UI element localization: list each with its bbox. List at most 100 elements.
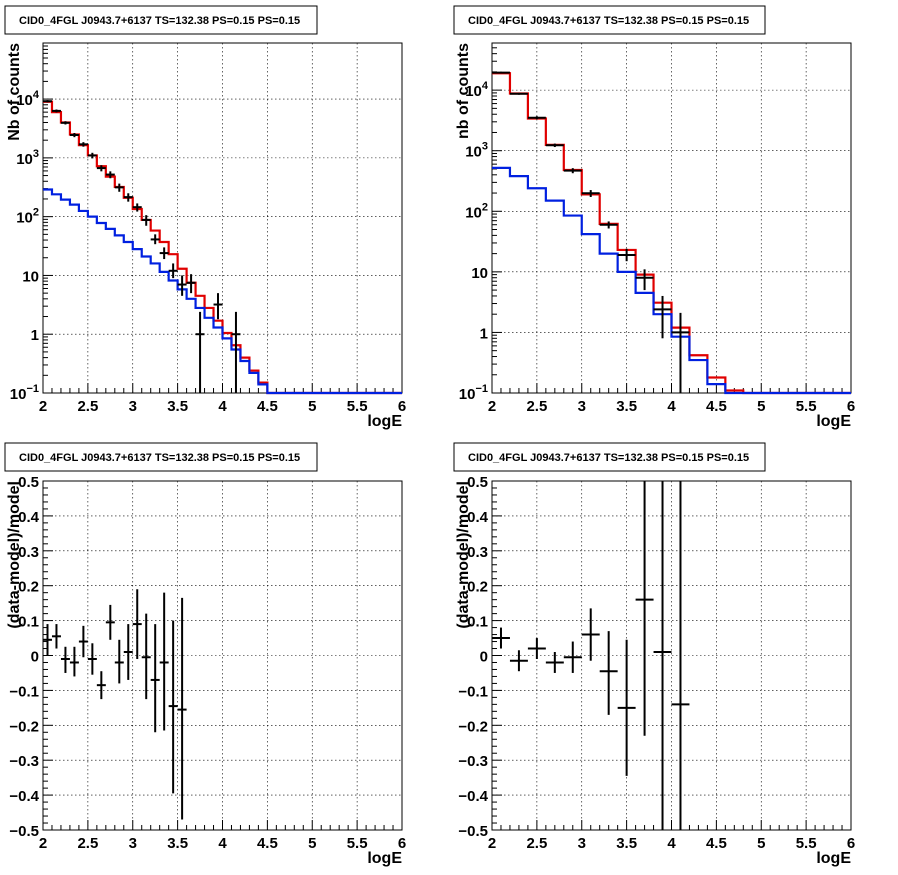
x-tick-label: 3.5 [616, 835, 637, 852]
data-point [527, 116, 546, 120]
data-point [159, 592, 169, 731]
y-tick-label: 10−1 [10, 383, 39, 403]
data-point [599, 221, 618, 229]
chart-title: CID0_4FGL J0943.7+6137 TS=132.38 PS=0.15… [19, 15, 300, 27]
data-point [653, 481, 672, 830]
y-tick-label: −0.1 [9, 683, 39, 700]
data-point [213, 293, 223, 320]
x-tick-label: 5.5 [347, 835, 368, 852]
title-box [453, 5, 766, 35]
data-point [492, 71, 510, 74]
y-tick-label: 10 [471, 265, 488, 282]
x-axis-title: logE [367, 850, 402, 867]
chart-title: CID0_4FGL J0943.7+6137 TS=132.38 PS=0.15… [468, 452, 749, 464]
y-tick-label: 1 [480, 325, 488, 342]
x-tick-label: 6 [847, 398, 855, 415]
x-tick-label: 2 [39, 398, 47, 415]
x-tick-label: 4.5 [706, 398, 727, 415]
y-tick-label: 0.5 [18, 474, 39, 491]
x-tick-label: 5.5 [796, 835, 817, 852]
data-point [509, 650, 528, 672]
data-point [132, 589, 142, 659]
x-axis-title: logE [816, 850, 851, 867]
model-source-line [492, 166, 851, 395]
panel-counts-left: CID0_4FGL J0943.7+6137 TS=132.38 PS=0.15… [4, 5, 406, 430]
x-tick-label: 5 [757, 835, 765, 852]
data-point [114, 639, 124, 684]
y-tick-label: −0.2 [458, 718, 488, 735]
data-point [78, 142, 88, 147]
x-axis-title: logE [816, 413, 851, 430]
y-tick-label: −0.4 [9, 788, 39, 805]
panel-residuals-left: CID0_4FGL J0943.7+6137 TS=132.38 PS=0.15… [4, 442, 406, 867]
x-tick-label: 4 [218, 398, 227, 415]
x-tick-label: 2.5 [77, 835, 98, 852]
data-point [635, 269, 654, 291]
x-tick-label: 2 [488, 835, 496, 852]
data-point [545, 143, 564, 148]
title-box [453, 442, 766, 472]
data-point [653, 295, 672, 339]
data-point [231, 311, 241, 393]
data-point [186, 274, 196, 294]
x-tick-label: 3 [129, 398, 137, 415]
x-tick-label: 4.5 [257, 398, 278, 415]
y-axis-title: (data-model)/model [455, 481, 472, 629]
data-point [617, 248, 636, 262]
data-point [51, 624, 61, 649]
y-tick-label: −0.5 [9, 823, 39, 840]
y-tick-label: −0.5 [458, 823, 488, 840]
data-point [96, 671, 106, 700]
x-tick-label: 4.5 [706, 835, 727, 852]
y-axis-title: Nb of counts [6, 43, 23, 141]
y-tick-label: 0.2 [18, 579, 39, 596]
y-axis-title: (data-model)/model [6, 481, 23, 629]
data-point [141, 613, 151, 700]
panel-counts-right: CID0_4FGL J0943.7+6137 TS=132.38 PS=0.15… [453, 5, 855, 430]
data-point [123, 624, 133, 680]
x-tick-label: 4 [667, 835, 676, 852]
panel-residuals-right: CID0_4FGL J0943.7+6137 TS=132.38 PS=0.15… [453, 442, 855, 867]
data-point [105, 604, 115, 640]
y-tick-label: 0.4 [18, 509, 40, 526]
x-tick-label: 4 [218, 835, 227, 852]
y-tick-label: 0.2 [467, 579, 488, 596]
y-tick-label: 0.3 [18, 544, 39, 561]
y-tick-label: −0.3 [458, 753, 488, 770]
data-point [105, 171, 115, 179]
x-tick-label: 5.5 [796, 398, 817, 415]
data-point [545, 652, 564, 673]
data-point [563, 168, 582, 174]
model-source-line [43, 188, 402, 395]
data-point [69, 646, 79, 677]
data-point [671, 312, 690, 393]
y-tick-label: −0.4 [458, 788, 488, 805]
y-tick-label: −0.3 [9, 753, 39, 770]
y-tick-label: 10−1 [459, 383, 488, 403]
data-point [43, 100, 52, 103]
data-point [581, 608, 600, 661]
y-tick-label: 104 [465, 80, 489, 100]
data-point [617, 639, 636, 776]
data-point [51, 109, 61, 113]
x-tick-label: 4.5 [257, 835, 278, 852]
y-tick-label: 0.3 [467, 544, 488, 561]
y-tick-label: 10 [22, 268, 39, 285]
data-point [114, 183, 124, 192]
y-tick-label: 0.1 [18, 614, 39, 631]
x-tick-label: 5 [308, 398, 316, 415]
data-point [509, 92, 528, 95]
x-tick-label: 5 [308, 835, 316, 852]
chart-title: CID0_4FGL J0943.7+6137 TS=132.38 PS=0.15… [468, 15, 749, 27]
data-point [87, 152, 97, 159]
data-point [132, 203, 142, 212]
x-tick-label: 3 [129, 835, 137, 852]
data-point [195, 311, 205, 393]
x-tick-label: 3.5 [167, 835, 188, 852]
data-point [563, 641, 582, 673]
y-tick-label: 0.5 [467, 474, 488, 491]
x-tick-label: 3 [578, 835, 586, 852]
x-tick-label: 6 [847, 835, 855, 852]
data-point [599, 631, 618, 715]
data-point [168, 263, 178, 279]
